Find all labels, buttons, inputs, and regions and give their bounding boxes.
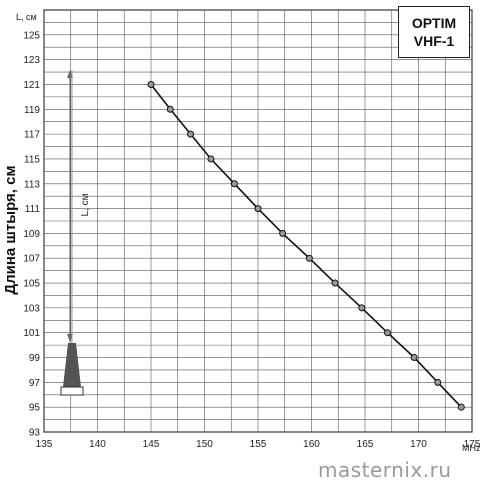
y-tick-label: 99 — [29, 353, 41, 364]
y-tick-label: 101 — [23, 328, 40, 339]
data-point — [457, 403, 465, 411]
antenna-base — [63, 343, 81, 387]
y-tick-label: 125 — [23, 30, 40, 41]
x-tick-label: 155 — [250, 439, 267, 450]
series — [147, 80, 465, 411]
axis-ticks: 135 140 145 150 155 160 165 170 175 93 95 97 99 101 10… — [23, 30, 480, 450]
x-tick-label: 150 — [196, 439, 213, 450]
data-point — [331, 279, 339, 287]
data-point — [166, 105, 174, 113]
y-tick-label: 119 — [24, 105, 40, 116]
y-tick-label: 117 — [24, 130, 40, 141]
y-tick-label: 103 — [23, 303, 40, 314]
watermark: masternix.ru — [318, 458, 452, 482]
y-tick-label: 113 — [24, 179, 40, 190]
data-point — [279, 229, 287, 237]
y-tick-label: 93 — [29, 428, 41, 439]
data-point — [147, 80, 155, 88]
data-point — [305, 254, 313, 262]
data-point — [207, 155, 215, 163]
x-tick-label: 170 — [410, 439, 427, 450]
x-tick-label: 160 — [303, 439, 320, 450]
y-tick-label: 95 — [29, 403, 41, 414]
x-tick-label: 175 — [464, 439, 480, 450]
antenna-illustration — [60, 70, 84, 396]
y-tick-label: 115 — [24, 154, 40, 165]
x-tick-label: 145 — [143, 439, 160, 450]
data-point — [410, 354, 418, 362]
antenna-connector — [60, 386, 84, 396]
data-point — [434, 378, 442, 386]
y-tick-label: 105 — [23, 279, 40, 290]
y-tick-label: 107 — [23, 254, 40, 265]
y-tick-label: 111 — [25, 204, 41, 215]
model-name: OPTIM — [411, 15, 457, 31]
data-point — [187, 130, 195, 138]
y-tick-label: 109 — [23, 229, 40, 240]
x-axis-unit: MHz — [462, 443, 480, 453]
data-point — [254, 205, 262, 213]
antenna-length-label: L, см — [80, 193, 91, 216]
data-point — [358, 304, 366, 312]
model-variant: VHF-1 — [413, 33, 455, 49]
y-tick-label: 121 — [23, 80, 40, 91]
data-point — [230, 180, 238, 188]
grid — [43, 9, 473, 433]
series-line — [150, 84, 462, 408]
data-point — [383, 329, 391, 337]
y-tick-label: 123 — [23, 55, 40, 66]
model-badge: OPTIM VHF-1 — [398, 6, 470, 58]
x-tick-label: 135 — [36, 439, 53, 450]
y-axis-label: Длина штыря, см — [2, 165, 19, 294]
x-tick-label: 140 — [89, 439, 106, 450]
y-axis-unit: L, см — [16, 12, 37, 22]
x-tick-label: 165 — [357, 439, 374, 450]
y-tick-label: 97 — [29, 378, 41, 389]
